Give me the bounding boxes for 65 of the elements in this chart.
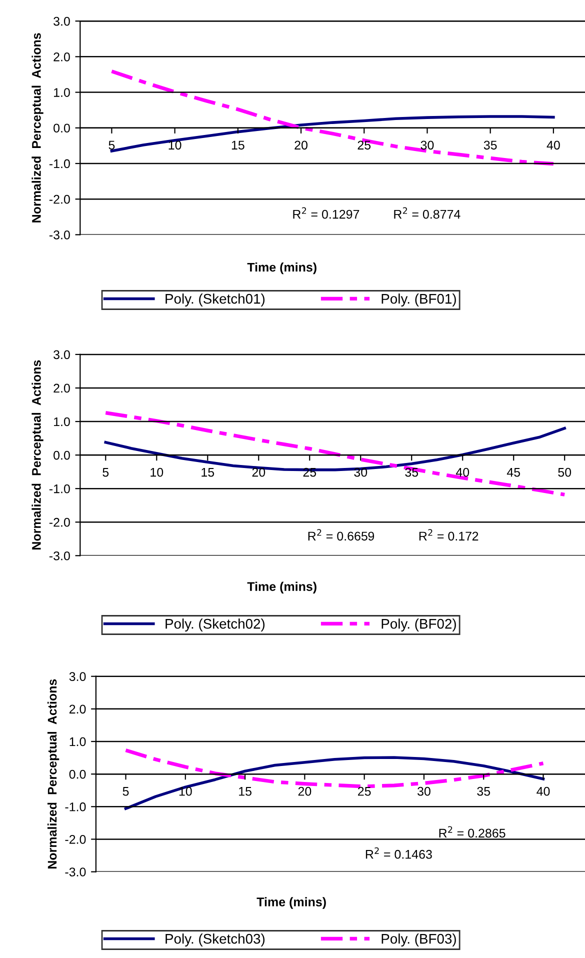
x-tick-label: 10: [150, 468, 164, 477]
y-tick-label: -1.0: [65, 802, 86, 812]
x-tick-label: 30: [417, 786, 430, 796]
annotation: R$^{2}$ = 0.172: [419, 529, 478, 541]
annotation: R$^{2}$ = 0.2865: [439, 826, 506, 838]
y-tick-label: -3.0: [49, 551, 70, 560]
x-tick-label: 40: [536, 786, 550, 796]
x-tick-label: 45: [506, 468, 520, 477]
x-tick-label: 30: [420, 140, 434, 150]
y-tick-label: 0.0: [69, 770, 86, 779]
y-tick-label: 3.0: [54, 16, 70, 26]
y-axis-title: Normalized Perceptual Actions: [47, 679, 60, 868]
legend-label: Poly. (Sketch03): [166, 934, 265, 946]
y-tick-label: -2.0: [49, 518, 70, 527]
x-tick-label: 20: [294, 140, 308, 150]
x-tick-label: 35: [477, 786, 490, 796]
x-tick-label: 50: [558, 468, 572, 477]
x-tick-label: 15: [202, 468, 214, 477]
y-tick-label: 3.0: [54, 350, 70, 360]
y-tick-label: -1.0: [49, 484, 70, 494]
annotation: R$^{2}$ = 0.8774: [394, 207, 460, 219]
x-tick-label: 30: [354, 468, 368, 477]
y-tick-label: -3.0: [65, 868, 86, 876]
annotation: R$^{2}$ = 0.6659: [308, 529, 374, 541]
y-tick-label: 3.0: [69, 672, 86, 681]
x-tick-label: 10: [168, 140, 182, 150]
x-tick-label: 5: [102, 468, 109, 477]
legend-label: Poly. (Sketch02): [166, 618, 265, 632]
y-tick-label: 2.0: [54, 384, 70, 393]
x-tick-label: 15: [239, 787, 252, 796]
x-tick-label: 35: [484, 140, 497, 150]
y-tick-label: 1.0: [54, 88, 70, 97]
x-tick-label: 25: [358, 140, 371, 150]
y-tick-label: 0.0: [54, 124, 70, 133]
x-tick-label: 25: [358, 786, 371, 796]
y-tick-label: -1.0: [49, 159, 70, 168]
y-tick-label: 0.0: [54, 450, 70, 460]
y-tick-label: 1.0: [54, 417, 70, 426]
x-tick-label: 20: [298, 786, 312, 796]
legend-label: Poly. (Sketch01): [166, 294, 265, 306]
y-tick-label: 2.0: [69, 704, 86, 714]
y-tick-label: 2.0: [54, 52, 70, 62]
x-tick-label: 5: [108, 140, 115, 150]
x-tick-label: 40: [456, 468, 470, 477]
annotation: R$^{2}$ = 0.1297: [293, 207, 360, 219]
y-tick-label: -2.0: [49, 194, 70, 204]
x-tick-label: 15: [232, 140, 244, 150]
legend-label: Poly. (BF02): [382, 618, 456, 632]
x-axis-title: Time (mins): [247, 262, 316, 274]
y-tick-label: -3.0: [49, 230, 70, 240]
x-tick-label: 20: [252, 468, 266, 477]
legend-label: Poly. (BF03): [382, 934, 456, 946]
x-tick-label: 40: [546, 140, 560, 150]
x-tick-label: 5: [122, 787, 129, 796]
x-tick-label: 10: [179, 786, 192, 796]
annotation: R$^{2}$ = 0.1463: [366, 847, 432, 859]
line-series: [124, 748, 546, 788]
legend-label: Poly. (BF01): [382, 294, 456, 306]
y-axis-title: Normalized Perceptual Actions: [32, 33, 44, 222]
y-tick-label: 1.0: [70, 737, 86, 746]
y-axis-title: Normalized Perceptual Actions: [32, 360, 44, 550]
x-axis-title: Time (mins): [247, 582, 316, 594]
x-tick-label: 35: [405, 468, 418, 477]
y-tick-label: -2.0: [65, 835, 86, 844]
x-axis-title: Time (mins): [256, 897, 326, 909]
